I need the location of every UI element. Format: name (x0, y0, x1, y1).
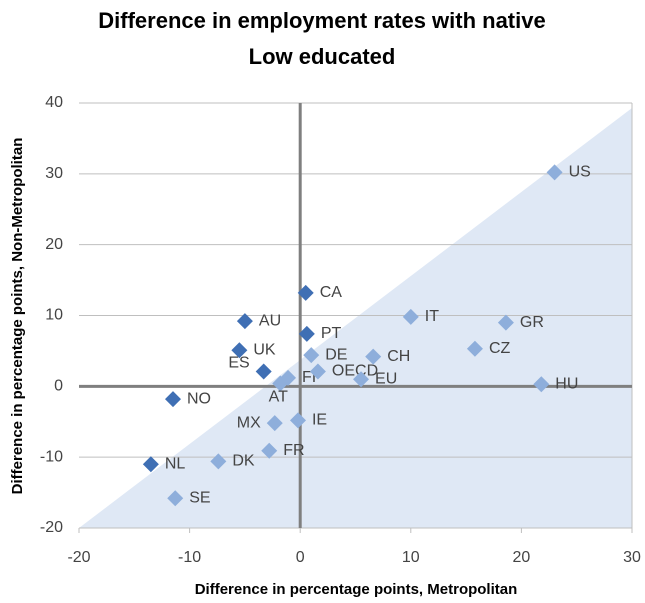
point-label: DK (232, 453, 255, 470)
point-label: UK (253, 341, 276, 358)
point-label: NL (165, 455, 186, 472)
chart-title: Difference in employment rates with nati… (98, 8, 545, 33)
point (303, 347, 320, 364)
point (466, 340, 483, 357)
point (142, 456, 159, 473)
point (255, 363, 272, 380)
x-axis-title: Difference in percentage points, Metropo… (195, 581, 518, 598)
point (533, 376, 550, 393)
x-tick-label: -20 (67, 549, 90, 566)
point (353, 371, 370, 388)
y-axis-title: Difference in percentage points, Non-Met… (9, 138, 26, 495)
y-tick-label: 0 (54, 378, 63, 395)
point (231, 342, 248, 359)
point-label: EU (375, 370, 397, 387)
point (210, 453, 227, 470)
point-label: SE (189, 489, 210, 506)
point-label: DE (325, 346, 347, 363)
x-tick-label: 10 (402, 549, 420, 566)
point-label: US (569, 164, 591, 181)
point-label: PT (321, 325, 342, 342)
point (272, 375, 289, 392)
point-label: NO (187, 390, 211, 407)
point (236, 313, 253, 330)
point (289, 412, 306, 429)
x-tick-label: 30 (623, 549, 641, 566)
point-label: GR (520, 314, 544, 331)
point (297, 284, 314, 301)
y-tick-label: -10 (40, 448, 63, 465)
point (402, 308, 419, 325)
point (497, 314, 514, 331)
point-label: IE (312, 412, 327, 429)
point (298, 325, 315, 342)
point-label: CZ (489, 340, 511, 357)
y-tick-label: 20 (45, 236, 63, 253)
point-label: ES (228, 355, 249, 372)
point-label: AU (259, 312, 281, 329)
point-label: HU (555, 375, 578, 392)
point (165, 391, 182, 408)
point (546, 164, 563, 181)
point-label: OECD (332, 363, 378, 380)
y-tick-label: 30 (45, 165, 63, 182)
point-label: CA (320, 284, 343, 301)
x-tick-label: 20 (513, 549, 531, 566)
point-label: AT (269, 389, 288, 406)
point (167, 490, 184, 507)
point (309, 363, 326, 380)
point (266, 415, 283, 432)
x-tick-label: -10 (178, 549, 201, 566)
point-label: MX (237, 414, 261, 431)
point-label: IT (425, 308, 439, 325)
point (365, 348, 382, 365)
y-tick-label: 40 (45, 94, 63, 111)
y-tick-label: -20 (40, 519, 63, 536)
point (261, 442, 278, 459)
x-tick-label: 0 (296, 549, 305, 566)
y-tick-label: 10 (45, 307, 63, 324)
point-label: CH (387, 348, 410, 365)
chart-subtitle: Low educated (249, 44, 396, 69)
shaded-region (79, 108, 632, 528)
point-label: FR (283, 442, 304, 459)
